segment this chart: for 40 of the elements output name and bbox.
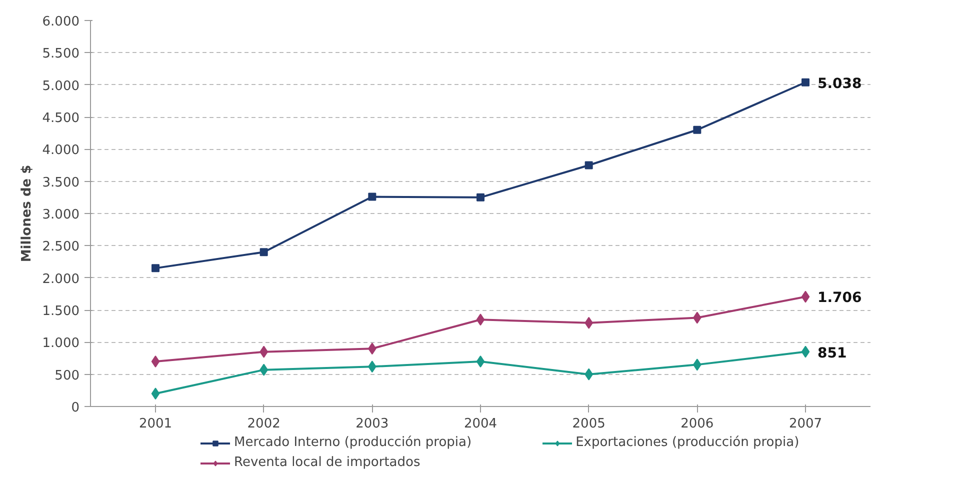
point — [801, 346, 810, 358]
y-tick-label: 6.000 — [42, 14, 80, 30]
point — [152, 264, 160, 272]
y-tick-label: 3.000 — [42, 208, 80, 222]
y-tick-label: 4.000 — [42, 143, 80, 158]
legend-label: Mercado Interno (producción propia) — [234, 435, 472, 450]
point — [151, 355, 160, 368]
legend-label: Reventa local de importados — [234, 455, 420, 470]
y-tick-label: 2.000 — [42, 272, 80, 287]
y-tick-label: 5.500 — [42, 46, 80, 62]
data-label: 5.038 — [818, 76, 862, 92]
y-tick-label: 4.500 — [42, 111, 80, 126]
x-tick-label: 2002 — [247, 416, 280, 432]
point — [476, 193, 484, 202]
x-tick-label: 2003 — [356, 416, 389, 432]
x-tick-label: 2006 — [680, 416, 714, 432]
point — [584, 161, 593, 170]
point — [802, 78, 810, 86]
point — [260, 248, 268, 256]
point — [801, 290, 810, 303]
x-tick-label: 2004 — [464, 416, 498, 432]
data-label: 851 — [818, 345, 847, 362]
legend-label: Exportaciones (producción propia) — [576, 435, 800, 450]
x-tick-label: 2001 — [138, 416, 172, 432]
y-axis-title: Millones de $ — [19, 164, 34, 262]
point — [476, 355, 485, 368]
y-tick-label: 5.000 — [42, 78, 80, 94]
y-tick-label: 1.000 — [42, 336, 80, 352]
data-label: 1.706 — [818, 290, 862, 306]
point — [693, 126, 702, 134]
x-tick-label: 2005 — [572, 416, 606, 432]
y-tick-label: 1.500 — [42, 304, 80, 319]
point — [151, 388, 160, 400]
x-tick-label: 2007 — [788, 416, 822, 432]
point — [368, 192, 376, 201]
y-tick-label: 0 — [71, 400, 80, 416]
y-tick-label: 2.500 — [42, 240, 80, 255]
point — [476, 314, 485, 326]
y-tick-label: 3.500 — [42, 175, 80, 190]
y-tick-label: 500 — [54, 368, 80, 384]
